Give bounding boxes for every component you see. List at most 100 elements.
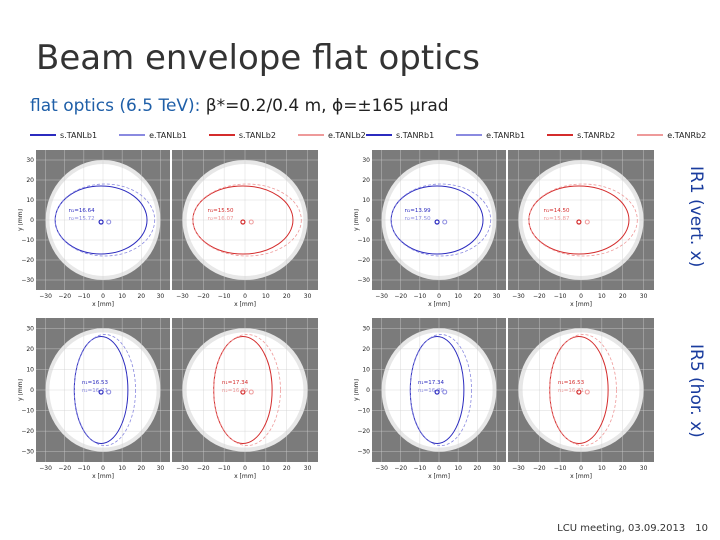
sub-panel: n₁=17.34 n₂=16.89 −30 −20 −10 0 10 20 30 x [mm] (172, 318, 318, 480)
y-tick-label: 0 (30, 387, 34, 394)
legend-swatch (208, 134, 235, 136)
page-number: 10 (695, 523, 708, 534)
legend-swatch (297, 134, 324, 136)
beam-envelope-end (549, 334, 617, 446)
x-tick-label: 30 (493, 293, 501, 300)
y-tick-label: 0 (30, 217, 34, 224)
legend-swatch (366, 134, 392, 136)
x-tick-label: 30 (640, 465, 648, 472)
y-tick-label: −30 (21, 449, 34, 456)
x-axis-label: x [mm] (92, 301, 114, 308)
legend-swatch (456, 134, 483, 136)
y-tick-label: 20 (362, 346, 370, 353)
slide-subtitle: flat optics (6.5 TeV): β*=0.2/0.4 m, ϕ=±… (30, 96, 449, 116)
x-axis-label: x [mm] (92, 473, 114, 480)
footer-text: LCU meeting, 03.09.2013 (557, 523, 686, 534)
ir1-right-plot: n₁=13.99 n₂=17.50 −30 −20 −10 0 10 20 30 x [mm] 30… (354, 150, 654, 308)
beam-centre-marker (576, 389, 582, 395)
y-axis-label: y [mm] (354, 379, 360, 401)
beam-envelope-end (409, 334, 472, 446)
y-tick-label: −10 (357, 237, 370, 244)
beam-centre-marker (576, 219, 582, 225)
y-tick-label: 20 (26, 346, 34, 353)
legend-entry: e.TANRb1 (456, 131, 525, 140)
x-tick-label: 30 (157, 465, 165, 472)
x-tick-label: 20 (473, 293, 481, 300)
legend-swatch (547, 134, 574, 136)
beam-centre-marker (584, 219, 590, 225)
subtitle-prefix: flat optics (6.5 TeV): (30, 96, 201, 116)
x-axis-label: x [mm] (428, 473, 450, 480)
x-tick-label: −20 (394, 293, 407, 300)
x-tick-label: 0 (101, 465, 105, 472)
x-axis-label: x [mm] (428, 301, 450, 308)
legend-label: e.TANRb1 (486, 130, 526, 140)
ir1-left-plot: n₁=16.64 n₂=15.72 −30 −20 −10 0 10 20 30 x [mm] 30… (18, 150, 318, 308)
beam-centre-marker (442, 389, 448, 395)
x-tick-label: 10 (454, 293, 462, 300)
ir5-right-plot: n₁=17.34 n₂=16.89 −30 −20 −10 0 10 20 30 x [mm] 30… (354, 318, 654, 480)
y-tick-label: 30 (26, 325, 34, 332)
n-value-label: n₂=16.07 (207, 216, 234, 222)
x-tick-label: 0 (437, 465, 441, 472)
x-tick-label: 30 (640, 293, 648, 300)
beam-envelope-end (54, 183, 156, 257)
x-tick-label: 20 (137, 465, 145, 472)
x-tick-label: −10 (554, 465, 567, 472)
legend-entry: s.TANRb2 (547, 131, 615, 140)
n-value-label: n₁=17.34 (222, 380, 249, 386)
x-tick-label: 10 (118, 465, 126, 472)
legend-left: s.TANLb1 e.TANLb1 s.TANLb2 e.TANLb2 (30, 128, 388, 142)
beam-centre-marker (248, 219, 254, 225)
x-tick-label: −20 (58, 293, 71, 300)
y-tick-label: −10 (357, 408, 370, 415)
x-tick-label: −10 (78, 465, 91, 472)
x-tick-label: 20 (137, 293, 145, 300)
x-tick-label: −20 (394, 465, 407, 472)
y-tick-label: 0 (366, 217, 370, 224)
x-tick-label: 30 (304, 293, 312, 300)
y-tick-label: −10 (21, 408, 34, 415)
x-tick-label: 10 (598, 465, 606, 472)
n-value-label: n₁=13.99 (405, 208, 432, 214)
sub-panel: n₁=16.53 n₂=16.71 −30 −20 −10 0 10 20 30 x [mm] 30… (18, 318, 170, 480)
slide-footer: LCU meeting, 03.09.2013 10 (547, 523, 708, 534)
x-tick-label: −20 (197, 465, 210, 472)
legend-label: e.TANLb2 (327, 130, 366, 140)
y-axis-label: y [mm] (18, 379, 24, 401)
beam-envelope-end (213, 334, 281, 446)
beam-centre-marker (106, 389, 112, 395)
x-tick-label: −10 (78, 293, 91, 300)
legend-entry: s.TANLb1 (30, 131, 97, 140)
y-axis-label: y [mm] (354, 209, 360, 231)
x-axis-label: x [mm] (234, 301, 256, 308)
x-tick-label: 10 (454, 465, 462, 472)
legend-label: s.TANLb1 (60, 130, 98, 140)
n-value-label: n₁=14.50 (543, 208, 570, 214)
beam-centre-marker (106, 219, 112, 225)
y-tick-label: 30 (362, 157, 370, 164)
legend-swatch (119, 134, 146, 136)
x-tick-label: −10 (414, 293, 427, 300)
n-value-label: n₂=16.71 (82, 388, 108, 394)
ir1-side-label: IR1 (vert. x) (686, 166, 706, 268)
x-tick-label: 20 (619, 465, 627, 472)
y-tick-label: −20 (357, 428, 370, 435)
x-tick-label: −20 (58, 465, 71, 472)
beam-envelope-end (192, 183, 302, 257)
y-tick-label: 30 (362, 325, 370, 332)
n-value-label: n₂=16.89 (418, 388, 445, 394)
x-tick-label: 10 (118, 293, 126, 300)
legend-entry: e.TANRb2 (637, 131, 706, 140)
y-tick-label: −10 (21, 237, 34, 244)
beam-centre-marker (442, 219, 448, 225)
x-tick-label: 10 (262, 293, 270, 300)
n-value-label: n₁=17.34 (418, 380, 445, 386)
ir5-left-plot: n₁=16.53 n₂=16.71 −30 −20 −10 0 10 20 30 x [mm] 30… (18, 318, 318, 480)
x-tick-label: 0 (101, 293, 105, 300)
x-axis-label: x [mm] (570, 473, 592, 480)
beam-centre-marker (584, 389, 590, 395)
x-tick-label: −10 (554, 293, 567, 300)
subtitle-rest: β*=0.2/0.4 m, ϕ=±165 μrad (200, 96, 449, 116)
x-tick-label: −20 (533, 293, 546, 300)
